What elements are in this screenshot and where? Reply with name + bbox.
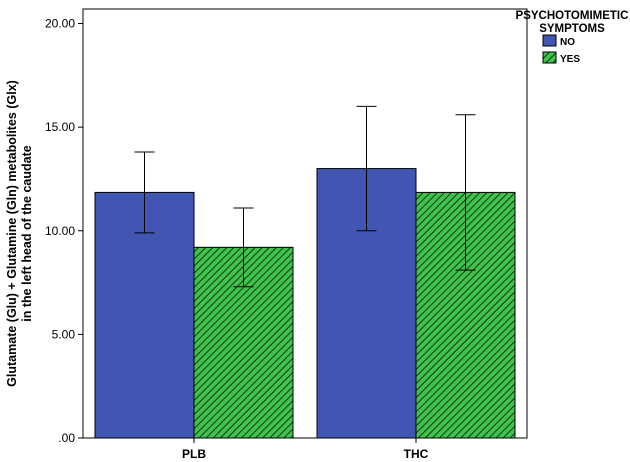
legend-title-line: PSYCHOTOMIMETIC xyxy=(516,10,629,22)
error-bars xyxy=(134,105,476,288)
legend-label-no: NO xyxy=(560,37,575,48)
y-axis: .00 5.00 10.00 15.00 20.00 xyxy=(45,17,83,445)
y-tick-label: 20.00 xyxy=(45,17,75,31)
legend-swatch-no xyxy=(542,34,557,47)
legend-title-line: SYMPTOMS xyxy=(539,23,605,35)
legend-swatch-yes xyxy=(542,51,557,64)
x-category-label: THC xyxy=(404,447,429,461)
y-tick-label: .00 xyxy=(58,431,75,445)
plot-frame xyxy=(82,8,528,439)
bar-no-plb xyxy=(94,191,195,439)
y-tick-label: 10.00 xyxy=(45,224,75,238)
x-axis: PLB THC xyxy=(182,438,429,461)
y-tick-label: 5.00 xyxy=(52,327,76,341)
y-axis-title-line: in the left head of the caudate xyxy=(20,145,34,321)
y-tick-label: 15.00 xyxy=(45,120,75,134)
legend-label-yes: YES xyxy=(560,54,580,65)
bars xyxy=(94,168,516,439)
y-axis-title-line: Glutamate (Glu) + Glutamine (Gln) metabo… xyxy=(5,80,19,387)
y-axis-title: Glutamate (Glu) + Glutamine (Gln) metabo… xyxy=(5,80,34,387)
x-category-label: PLB xyxy=(182,447,206,461)
